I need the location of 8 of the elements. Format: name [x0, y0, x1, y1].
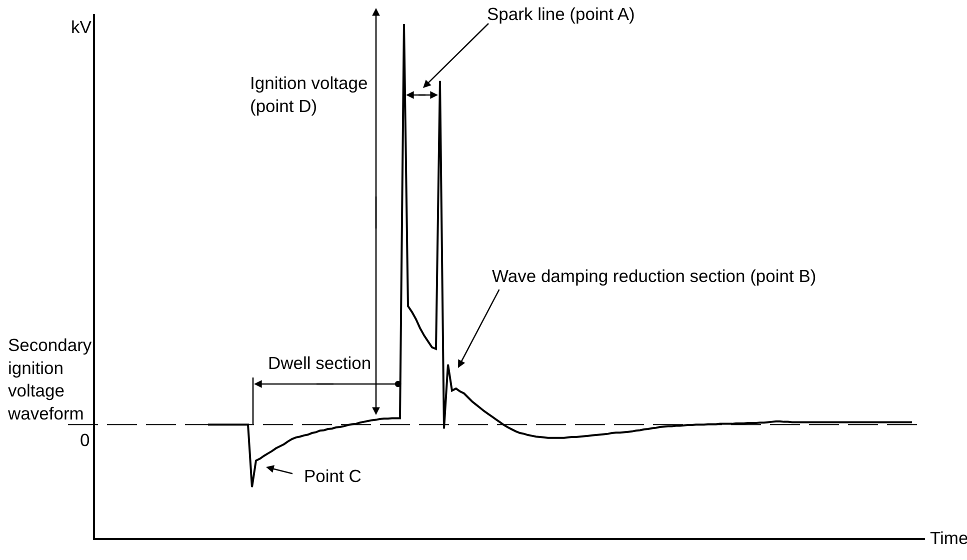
annotation: Dwell section	[268, 353, 372, 373]
annotation: Wave damping reduction section (point B)	[492, 266, 816, 286]
annotation: Ignition voltage (point D)	[250, 73, 368, 116]
text: kV	[71, 17, 92, 37]
ref-line-label: 0	[80, 430, 90, 450]
text: Secondary ignition voltage waveform	[7, 335, 92, 424]
annotation: Spark line (point A)	[487, 4, 635, 24]
annotation: Point C	[304, 466, 362, 486]
